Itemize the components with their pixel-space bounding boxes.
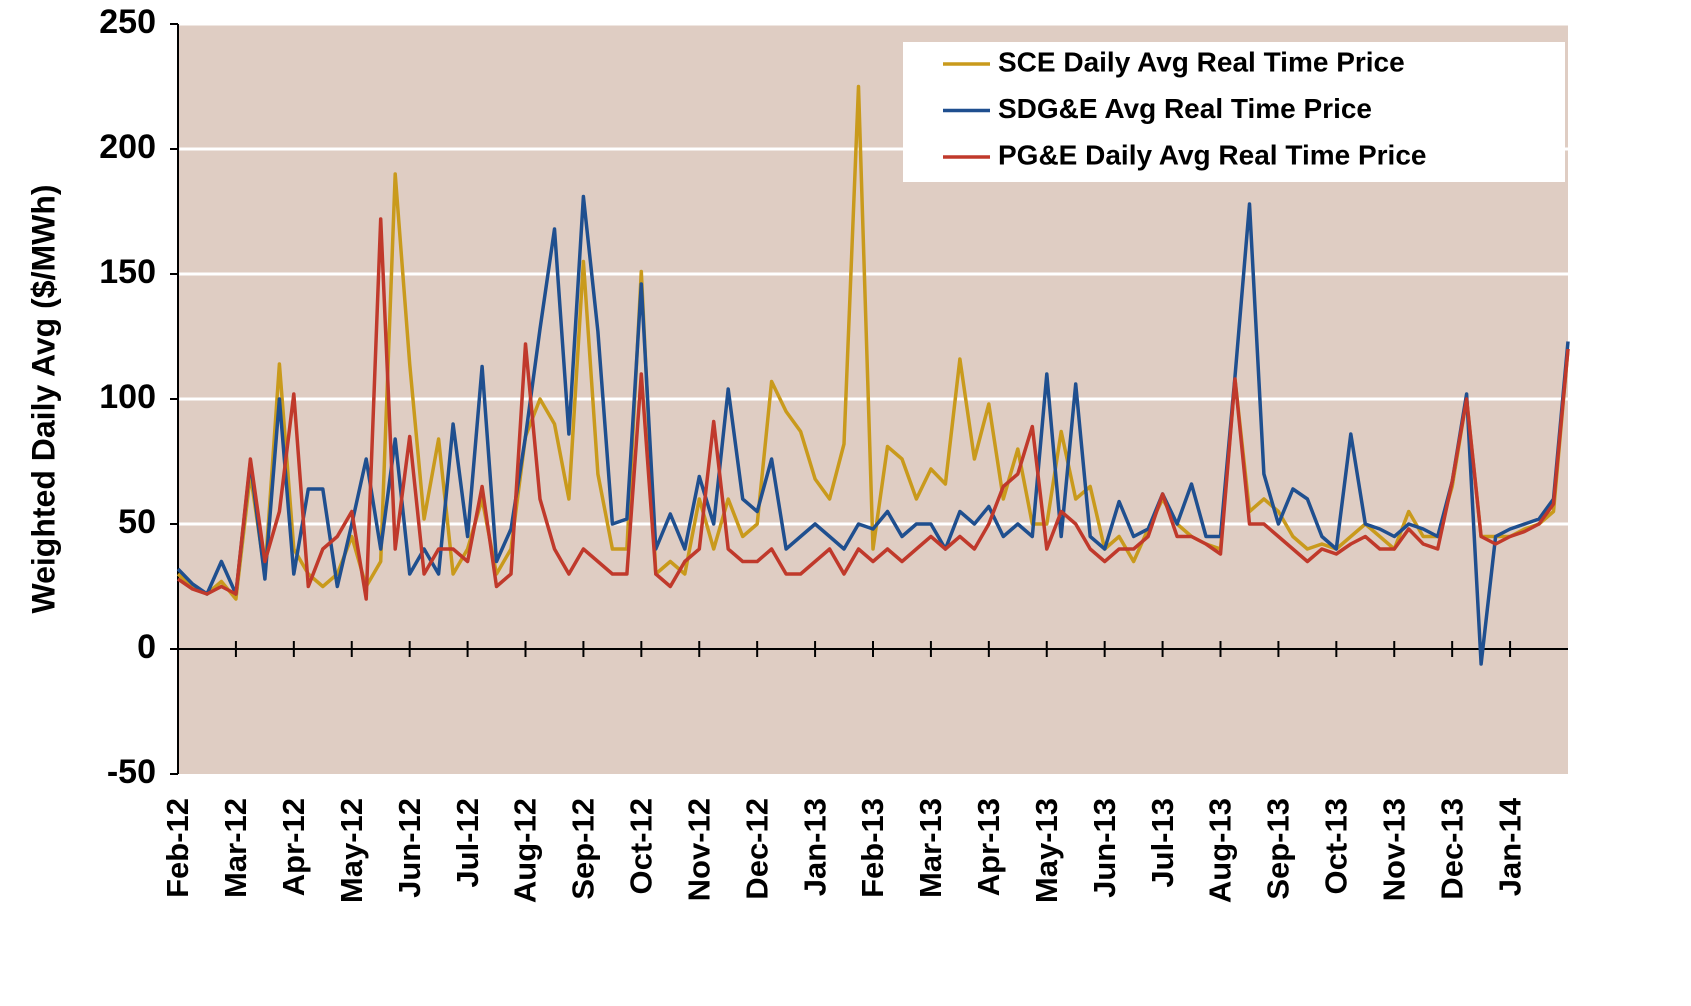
y-tick-label: 0 (137, 628, 156, 666)
series-line (176, 194, 1570, 666)
x-tick-label: Mar-13 (913, 798, 948, 898)
x-tick-label: Dec-12 (739, 798, 774, 900)
x-tick-label: Aug-13 (1203, 798, 1238, 903)
x-tick-label: Aug-12 (508, 798, 543, 903)
y-tick-label: 250 (99, 3, 156, 41)
legend-label: PG&E Daily Avg Real Time Price (998, 139, 1426, 170)
y-tick-label: 100 (99, 378, 156, 416)
x-tick-label: Oct-12 (624, 798, 659, 894)
x-tick-label: Dec-13 (1434, 798, 1469, 900)
x-tick-label: Oct-13 (1319, 798, 1354, 894)
series-line (177, 217, 1570, 601)
y-tick-label: 150 (99, 253, 156, 291)
x-tick-label: Jul-12 (450, 798, 485, 888)
x-tick-label: Sep-13 (1261, 798, 1296, 900)
y-tick-label: -50 (107, 753, 156, 791)
x-tick-label: Sep-12 (566, 798, 601, 900)
y-tick-label: 200 (99, 128, 156, 166)
x-tick-label: Jun-13 (1087, 798, 1122, 898)
x-tick-label: Feb-12 (160, 798, 195, 898)
legend-label: SDG&E Avg Real Time Price (998, 93, 1372, 124)
x-tick-label: Jun-12 (392, 798, 427, 898)
legend-label: SCE Daily Avg Real Time Price (998, 46, 1405, 77)
x-tick-label: Apr-12 (276, 798, 311, 896)
x-tick-label: Jan-14 (1492, 797, 1527, 896)
y-tick-label: 50 (118, 503, 156, 541)
y-axis-title: Weighted Daily Avg ($/MWh) (25, 184, 61, 613)
x-tick-label: Jul-13 (1145, 798, 1180, 888)
x-tick-label: Feb-13 (855, 798, 890, 898)
x-tick-label: Apr-13 (971, 798, 1006, 896)
x-tick-label: May-13 (1029, 798, 1064, 903)
legend-box (903, 42, 1565, 182)
x-tick-label: Nov-12 (681, 798, 716, 901)
x-tick-label: May-12 (334, 798, 369, 903)
x-tick-label: Nov-13 (1376, 798, 1411, 901)
legend: SCE Daily Avg Real Time Price SDG&E Avg R… (903, 42, 1565, 182)
x-tick-label: Jan-13 (797, 798, 832, 896)
x-tick-label: Mar-12 (218, 798, 253, 898)
